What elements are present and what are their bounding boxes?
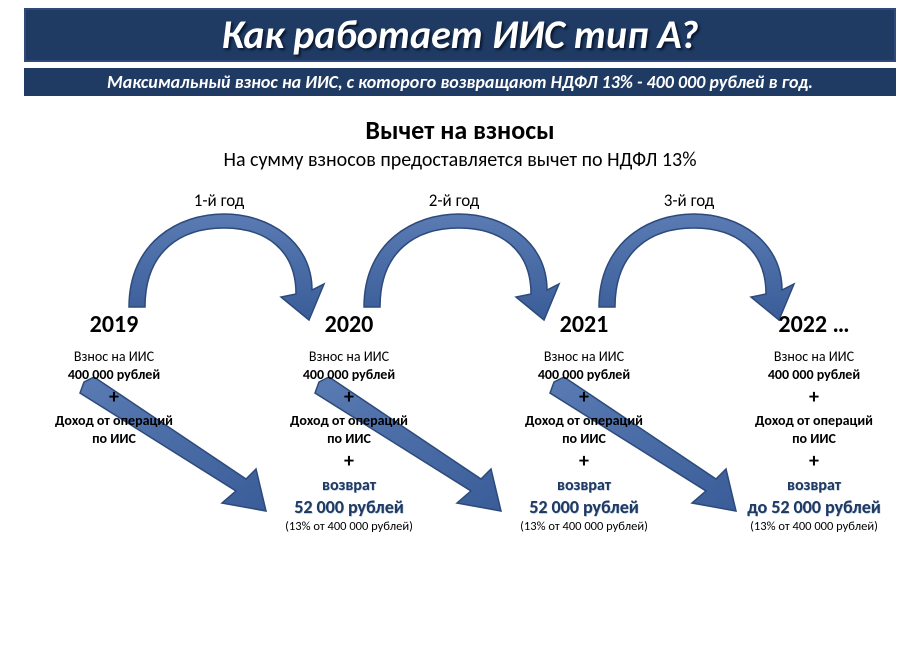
contribution-amount: 400 000 рублей (724, 366, 904, 384)
contribution-label: Взнос на ИИС (494, 348, 674, 366)
section-title: Вычет на взносы (0, 114, 920, 146)
contribution-amount: 400 000 рублей (259, 366, 439, 384)
arc-arrow-icon (334, 202, 574, 322)
return-note: (13% от 400 000 рублей) (724, 519, 904, 535)
return-amount: 52 000 рублей (494, 496, 674, 519)
return-label: возврат (494, 476, 674, 496)
plus-icon: + (724, 449, 904, 474)
subtitle-text: Максимальный взнос на ИИС, с которого во… (107, 71, 813, 93)
income-sub: по ИИС (24, 430, 204, 448)
plus-icon: + (259, 385, 439, 410)
year-heading: 2019 (24, 310, 204, 339)
plus-icon: + (259, 449, 439, 474)
contribution-label: Взнос на ИИС (724, 348, 904, 366)
year-column: Взнос на ИИС400 000 рублей+ Доход от опер… (24, 348, 204, 447)
period-label: 1-й год (119, 190, 319, 211)
income-sub: по ИИС (259, 430, 439, 448)
income-label: Доход от операций (724, 412, 904, 430)
diagram: 1-й год 2-й год 3-й год 2019 Взнос на ИИС… (24, 172, 896, 602)
subtitle-bar: Максимальный взнос на ИИС, с которого во… (24, 68, 896, 96)
year-heading: 2020 (259, 310, 439, 339)
period-label: 3-й год (589, 190, 789, 211)
year-column: Взнос на ИИС400 000 рублей+Доход от опер… (259, 348, 439, 534)
return-label: возврат (259, 476, 439, 496)
contribution-amount: 400 000 рублей (24, 366, 204, 384)
period-label: 2-й год (354, 190, 554, 211)
return-amount: до 52 000 рублей (724, 496, 904, 519)
income-sub: по ИИС (724, 430, 904, 448)
year-heading: 2021 (494, 310, 674, 339)
plus-icon: + (494, 385, 674, 410)
income-label: Доход от операций (494, 412, 674, 430)
return-label: возврат (724, 476, 904, 496)
income-sub: по ИИС (494, 430, 674, 448)
plus-icon: + (24, 385, 204, 410)
arc-arrow-icon (99, 202, 339, 322)
plus-icon: + (724, 385, 904, 410)
return-note: (13% от 400 000 рублей) (259, 519, 439, 535)
contribution-label: Взнос на ИИС (24, 348, 204, 366)
year-column: Взнос на ИИС400 000 рублей+Доход от опер… (494, 348, 674, 534)
return-amount: 52 000 рублей (259, 496, 439, 519)
income-label: Доход от операций (24, 412, 204, 430)
title-text: Как работает ИИС тип А? (221, 10, 698, 59)
year-heading: 2022 … (724, 310, 904, 339)
year-column: Взнос на ИИС400 000 рублей+Доход от опер… (724, 348, 904, 534)
return-note: (13% от 400 000 рублей) (494, 519, 674, 535)
title-bar: Как работает ИИС тип А? (24, 8, 896, 62)
income-label: Доход от операций (259, 412, 439, 430)
contribution-label: Взнос на ИИС (259, 348, 439, 366)
contribution-amount: 400 000 рублей (494, 366, 674, 384)
plus-icon: + (494, 449, 674, 474)
section-sub: На сумму взносов предоставляется вычет п… (0, 148, 920, 172)
arc-arrow-icon (569, 202, 809, 322)
